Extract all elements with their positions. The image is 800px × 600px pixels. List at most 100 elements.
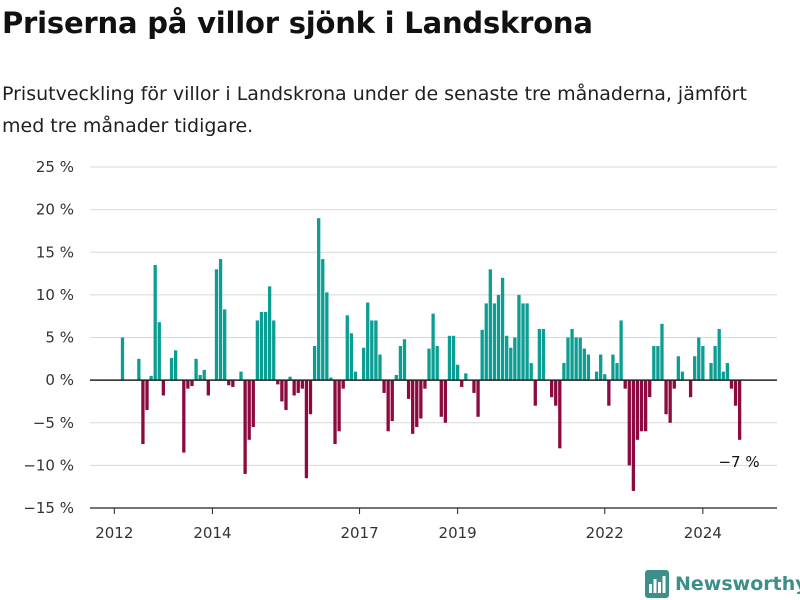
bar-negative: [415, 380, 419, 428]
bar-positive: [321, 259, 325, 381]
bar-chart: −15 % −10 % −5 % 0 % 5 % 10 % 15 % 20 % 25 % 201…: [23, 158, 777, 542]
bar-positive: [374, 320, 378, 381]
bar-negative: [533, 380, 537, 406]
bar-positive: [398, 346, 403, 381]
y-tick-label: 25 %: [36, 158, 74, 176]
bar-positive: [149, 375, 153, 381]
bar-positive: [586, 354, 591, 381]
bar-negative: [627, 380, 631, 466]
bar-negative: [333, 380, 337, 445]
bar-negative: [549, 380, 554, 398]
bar-positive: [693, 356, 697, 381]
bar-negative: [206, 380, 210, 396]
bar-negative: [688, 380, 693, 398]
bar-positive: [353, 371, 358, 381]
bar-positive: [120, 337, 125, 381]
bar-positive: [239, 371, 243, 381]
bar-positive: [513, 337, 517, 381]
y-tick-label: −10 %: [23, 456, 74, 474]
chart-subtitle: Prisutveckling för villor i Landskrona u…: [2, 83, 747, 137]
bar-negative: [406, 380, 411, 399]
bar-positive: [537, 328, 542, 381]
bar-negative: [190, 380, 194, 387]
bar-positive: [431, 313, 435, 381]
x-tick-label: 2012: [95, 524, 133, 542]
bar-positive: [394, 375, 398, 381]
bar-negative: [386, 380, 390, 432]
y-tick-label: 0 %: [45, 371, 74, 389]
bar-negative: [186, 380, 190, 389]
bar-negative: [284, 380, 288, 410]
bar-negative: [623, 380, 627, 389]
y-tick-label: 10 %: [36, 286, 74, 304]
bar-negative: [145, 380, 149, 410]
y-axis-ticks: −15 % −10 % −5 % 0 % 5 % 10 % 15 % 20 % 25 %: [23, 158, 74, 517]
bar-positive: [153, 265, 157, 381]
bar-negative: [668, 380, 672, 423]
bar-negative: [337, 380, 341, 432]
bar-positive: [680, 371, 685, 381]
bar-positive: [566, 337, 570, 381]
bar-positive: [361, 347, 366, 381]
bar-negative: [141, 380, 145, 445]
bar-positive: [492, 303, 497, 381]
bar-negative: [419, 380, 423, 419]
bar-negative: [231, 380, 235, 387]
bar-negative: [460, 380, 464, 387]
bar-positive: [521, 303, 525, 381]
bar-negative: [227, 380, 231, 386]
bar-negative: [308, 380, 313, 415]
bar-positive: [578, 337, 582, 381]
bar-negative: [382, 380, 386, 393]
bar-negative: [672, 380, 676, 389]
bar-positive: [615, 363, 619, 381]
bar-negative: [472, 380, 476, 393]
bar-negative: [639, 380, 644, 432]
bar-positive: [582, 348, 586, 381]
bar-positive: [455, 364, 460, 381]
bar-positive: [701, 346, 705, 381]
annotations: −7 %: [718, 453, 759, 471]
bar-negative: [276, 380, 280, 385]
bar-positive: [349, 333, 354, 381]
bar-positive: [594, 371, 599, 381]
bar-positive: [194, 358, 198, 381]
bar-negative: [423, 380, 427, 389]
bar-positive: [717, 328, 721, 381]
bar-positive: [137, 358, 141, 381]
bar-negative: [664, 380, 668, 415]
bar-positive: [218, 259, 223, 381]
brand-name: Newsworthy: [675, 573, 800, 595]
bar-positive: [272, 320, 276, 381]
bar-positive: [223, 309, 227, 381]
bar-positive: [603, 374, 607, 381]
bar-positive: [509, 347, 513, 381]
bar-positive: [496, 294, 501, 381]
bar-positive: [427, 348, 431, 381]
bar-positive: [370, 320, 374, 381]
bar-negative: [443, 380, 448, 423]
bar-negative: [300, 380, 304, 389]
bar-positive: [157, 322, 161, 381]
bar-positive: [345, 315, 349, 381]
bar-negative: [737, 380, 742, 440]
bar-positive: [500, 277, 505, 381]
x-axis-ticks: 2012 2014 2017 2019 2022 2024: [95, 508, 722, 542]
bar-positive: [570, 328, 574, 381]
bar-positive: [169, 357, 174, 381]
x-tick-label: 2022: [586, 524, 624, 542]
bar-negative: [251, 380, 255, 428]
bars: [120, 218, 742, 491]
bar-negative: [243, 380, 247, 474]
bar-negative: [439, 380, 443, 417]
y-tick-label: 20 %: [36, 201, 74, 219]
last-value-label: −7 %: [718, 453, 759, 471]
bar-positive: [312, 346, 317, 381]
y-tick-label: −5 %: [33, 414, 74, 432]
bar-positive: [541, 328, 546, 381]
bar-positive: [447, 335, 452, 381]
bar-negative: [341, 380, 345, 389]
x-tick-label: 2024: [684, 524, 722, 542]
bar-positive: [656, 346, 660, 381]
bar-positive: [517, 294, 521, 381]
